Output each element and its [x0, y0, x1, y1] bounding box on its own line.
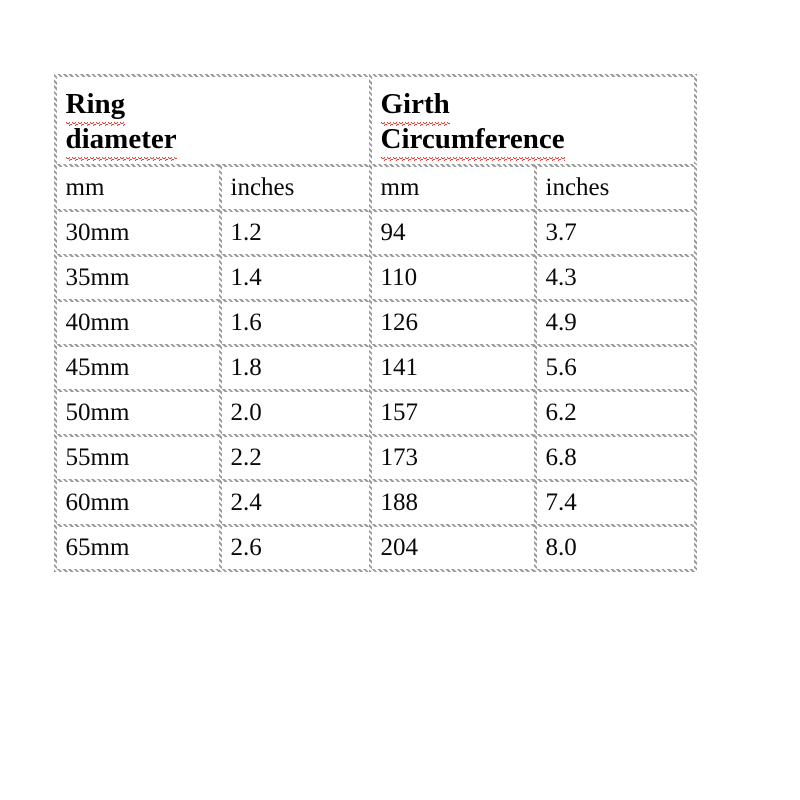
cell-text: 1.4 [231, 264, 262, 292]
subheader-text: inches [231, 174, 295, 202]
cell: 126 [370, 301, 535, 346]
cell: 7.4 [535, 481, 695, 526]
table-row: 30mm 1.2 94 3.7 [55, 211, 695, 256]
cell-text: 1.2 [231, 219, 262, 247]
cell-text: 2.2 [231, 444, 262, 472]
cell: 1.4 [220, 256, 370, 301]
cell: 6.2 [535, 391, 695, 436]
page: Ring diameter Girth [0, 0, 800, 800]
subheader-text: inches [546, 174, 610, 202]
cell-text: 50mm [66, 399, 130, 427]
cell-text: 4.3 [546, 264, 577, 292]
cell: 5.6 [535, 346, 695, 391]
sub-header-row: mm inches mm inches [55, 166, 695, 211]
cell: 1.8 [220, 346, 370, 391]
cell: 1.2 [220, 211, 370, 256]
cell-text: 157 [381, 399, 419, 427]
header-text: Circumference [381, 123, 565, 155]
cell: 65mm [55, 526, 220, 571]
cell: 141 [370, 346, 535, 391]
table-row: 60mm 2.4 188 7.4 [55, 481, 695, 526]
cell-text: 5.6 [546, 354, 577, 382]
header-ring-diameter: Ring diameter [55, 75, 370, 166]
cell: 110 [370, 256, 535, 301]
cell: 6.8 [535, 436, 695, 481]
table-row: 40mm 1.6 126 4.9 [55, 301, 695, 346]
cell: 60mm [55, 481, 220, 526]
cell-text: 94 [381, 219, 406, 247]
cell: 4.3 [535, 256, 695, 301]
cell: 8.0 [535, 526, 695, 571]
subheader-cell: mm [55, 166, 220, 211]
cell-text: 141 [381, 354, 419, 382]
subheader-cell: inches [220, 166, 370, 211]
cell-text: 65mm [66, 534, 130, 562]
header-text: diameter [66, 123, 177, 155]
cell-text: 2.4 [231, 489, 262, 517]
cell: 3.7 [535, 211, 695, 256]
cell-text: 3.7 [546, 219, 577, 247]
header-group-row: Ring diameter Girth [55, 75, 695, 166]
cell-text: 6.2 [546, 399, 577, 427]
cell-text: 35mm [66, 264, 130, 292]
subheader-text: mm [381, 174, 420, 202]
cell: 94 [370, 211, 535, 256]
header-girth-circumference: Girth Circumference [370, 75, 695, 166]
subheader-cell: mm [370, 166, 535, 211]
header-text: Girth [381, 88, 450, 120]
table-row: 50mm 2.0 157 6.2 [55, 391, 695, 436]
cell-text: 6.8 [546, 444, 577, 472]
subheader-cell: inches [535, 166, 695, 211]
cell-text: 45mm [66, 354, 130, 382]
cell-text: 188 [381, 489, 419, 517]
cell-text: 4.9 [546, 309, 577, 337]
table-row: 55mm 2.2 173 6.8 [55, 436, 695, 481]
cell-text: 1.8 [231, 354, 262, 382]
cell-text: 126 [381, 309, 419, 337]
cell-text: 40mm [66, 309, 130, 337]
subheader-text: mm [66, 174, 105, 202]
cell-text: 110 [381, 264, 418, 292]
cell-text: 2.0 [231, 399, 262, 427]
header-text: Ring [66, 88, 126, 120]
cell-text: 55mm [66, 444, 130, 472]
cell-text: 204 [381, 534, 419, 562]
cell: 157 [370, 391, 535, 436]
cell-text: 2.6 [231, 534, 262, 562]
cell: 50mm [55, 391, 220, 436]
cell-text: 173 [381, 444, 419, 472]
cell: 2.4 [220, 481, 370, 526]
ring-size-table: Ring diameter Girth [55, 75, 695, 571]
cell: 2.6 [220, 526, 370, 571]
cell-text: 30mm [66, 219, 130, 247]
cell: 173 [370, 436, 535, 481]
table-row: 45mm 1.8 141 5.6 [55, 346, 695, 391]
table-row: 65mm 2.6 204 8.0 [55, 526, 695, 571]
cell-text: 60mm [66, 489, 130, 517]
cell: 35mm [55, 256, 220, 301]
cell: 204 [370, 526, 535, 571]
cell: 55mm [55, 436, 220, 481]
cell: 188 [370, 481, 535, 526]
cell-text: 8.0 [546, 534, 577, 562]
cell: 2.0 [220, 391, 370, 436]
table-row: 35mm 1.4 110 4.3 [55, 256, 695, 301]
cell: 4.9 [535, 301, 695, 346]
cell: 2.2 [220, 436, 370, 481]
cell: 30mm [55, 211, 220, 256]
cell-text: 1.6 [231, 309, 262, 337]
cell: 40mm [55, 301, 220, 346]
cell-text: 7.4 [546, 489, 577, 517]
cell: 1.6 [220, 301, 370, 346]
cell: 45mm [55, 346, 220, 391]
